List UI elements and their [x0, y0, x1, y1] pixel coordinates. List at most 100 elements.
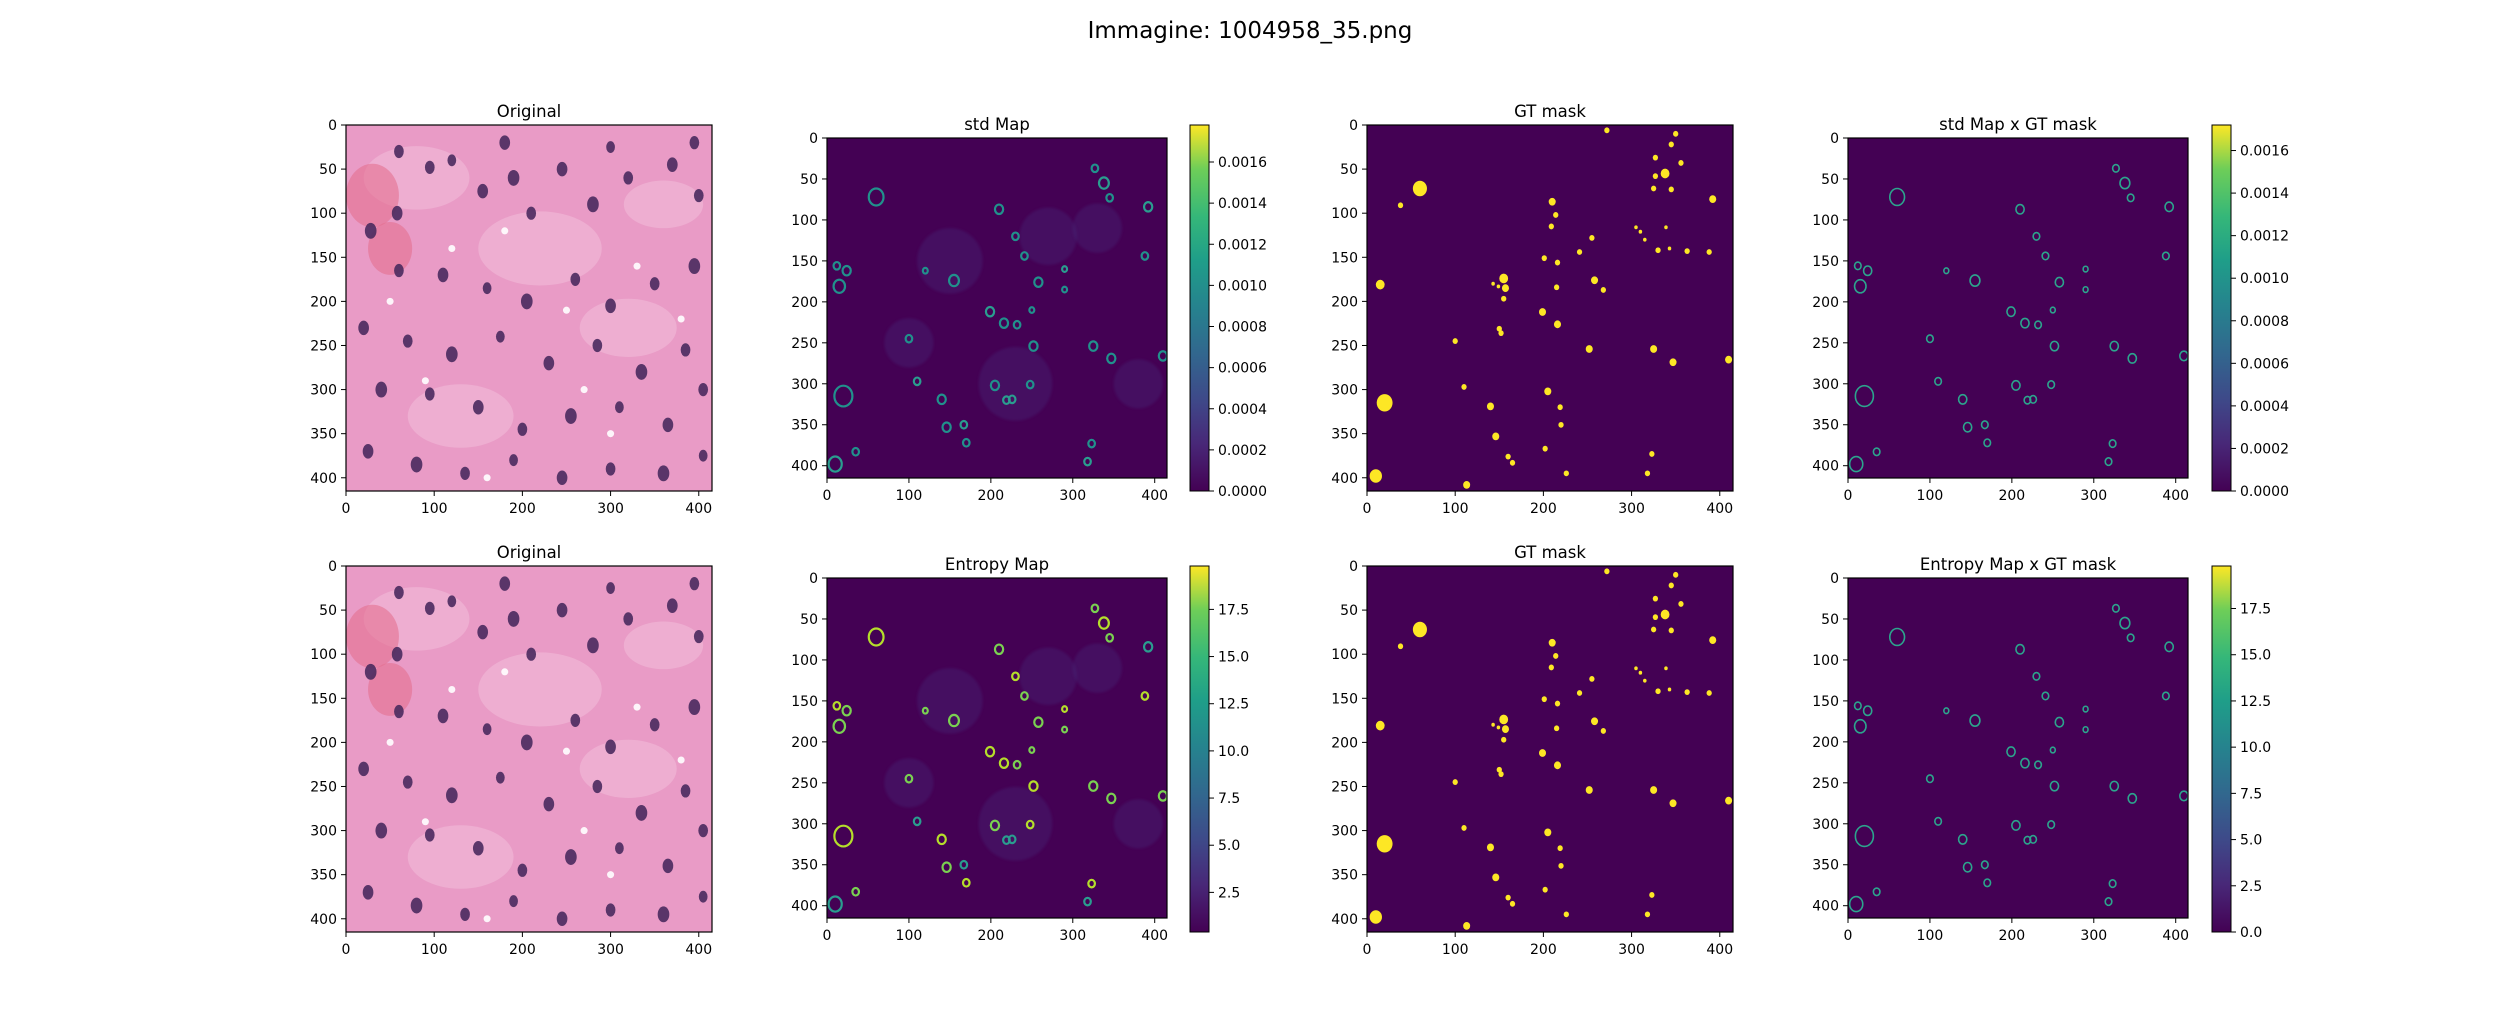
uncertainty-ring — [2054, 716, 2065, 728]
x-tick-label: 100 — [1442, 501, 1469, 517]
mask-blob — [1643, 678, 1647, 683]
uncertainty-ring — [1872, 447, 1881, 457]
he-nucleus — [635, 364, 648, 380]
mask-blob — [1563, 911, 1569, 918]
he-nucleus — [424, 601, 435, 615]
y-tick-label: 100 — [1812, 653, 1839, 669]
he-nucleus — [693, 188, 704, 203]
y-tick-label: 200 — [1331, 735, 1358, 751]
mask-blob — [1496, 284, 1501, 289]
uncertainty-ring — [1028, 306, 1036, 314]
he-nucleus — [570, 713, 581, 727]
y-tick-label: 0 — [809, 131, 818, 147]
uncertainty-ring — [2041, 251, 2050, 261]
stroma-patch — [407, 825, 514, 889]
uncertainty-ring — [904, 333, 914, 344]
x-tick-label: 0 — [1363, 501, 1372, 517]
y-tick-label: 350 — [310, 427, 337, 443]
he-nucleus — [556, 161, 568, 177]
he-nucleus — [635, 805, 648, 821]
rbc-patch — [346, 163, 399, 228]
uncertainty-ring — [1011, 231, 1020, 242]
diffuse-patch — [1072, 643, 1122, 693]
x-tick-label: 0 — [342, 942, 351, 958]
mask-blob — [1585, 786, 1593, 794]
he-nucleus — [526, 647, 537, 661]
mask-blob — [1375, 279, 1385, 290]
he-nucleus — [623, 171, 634, 185]
uncertainty-ring — [989, 819, 1001, 832]
mask-blob — [1492, 432, 1500, 441]
colorbar-tick-label: 0.0012 — [2240, 229, 2289, 245]
y-tick-label: 300 — [310, 383, 337, 399]
uncertainty-ring — [912, 816, 922, 827]
mask-blob — [1496, 766, 1502, 773]
mask-blob — [1544, 387, 1552, 396]
mask-blob — [1558, 862, 1564, 869]
stroma-patch — [478, 211, 602, 286]
uncertainty-ring — [2006, 746, 2016, 758]
mask-blob — [1553, 284, 1560, 291]
he-vacuole — [448, 244, 456, 252]
he-nucleus — [394, 704, 404, 719]
x-tick-label: 300 — [2080, 928, 2107, 944]
uncertainty-ring — [1853, 718, 1867, 734]
uncertainty-ring — [851, 886, 861, 897]
he-nucleus — [693, 629, 704, 644]
diffuse-patch — [1019, 647, 1077, 705]
uncertainty-ring — [867, 627, 885, 647]
stroma-patch — [579, 298, 677, 357]
uncertainty-ring — [1061, 705, 1069, 714]
uncertainty-ring — [2164, 201, 2175, 213]
he-nucleus — [587, 637, 599, 654]
mask-blob — [1496, 325, 1502, 332]
panel-r1c0: 0 100 200 300 400 0 50 100 150 200 250 300 350 400 Ori… — [310, 543, 713, 958]
colorbar-tick-label: 0.0000 — [2240, 484, 2289, 500]
uncertainty-ring — [2127, 352, 2138, 364]
mask-blob — [1553, 725, 1560, 732]
diffuse-patch — [1113, 359, 1163, 409]
he-nucleus — [543, 796, 555, 812]
mask-blob — [1684, 248, 1690, 255]
he-nucleus — [520, 734, 533, 751]
mask-blob — [1669, 799, 1677, 808]
suptitle: Immagine: 1004958_35.png — [1088, 18, 1413, 44]
uncertainty-ring — [947, 713, 961, 728]
colorbar-tick-label: 0.0008 — [1218, 320, 1267, 336]
uncertainty-ring — [1083, 456, 1092, 467]
colorbar-gradient — [2211, 124, 2232, 492]
mask-blob — [1412, 180, 1427, 197]
he-vacuole — [421, 377, 429, 385]
he-nucleus — [649, 277, 660, 291]
he-nucleus — [587, 196, 599, 213]
mask-blob — [1376, 835, 1393, 853]
he-nucleus — [424, 160, 435, 174]
mask-blob — [1461, 825, 1467, 831]
mask-blob — [1376, 394, 1393, 412]
mask-blob — [1505, 894, 1511, 901]
heatmap-background — [1367, 566, 1733, 932]
y-tick-label: 50 — [319, 603, 337, 619]
he-nucleus — [606, 582, 615, 595]
colorbar-tick-label: 12.5 — [2240, 694, 2271, 710]
he-nucleus — [482, 282, 492, 295]
mask-blob — [1452, 779, 1458, 785]
uncertainty-ring — [2109, 780, 2120, 792]
y-tick-label: 300 — [1331, 824, 1358, 840]
stroma-patch — [478, 652, 602, 727]
uncertainty-ring — [1033, 276, 1044, 289]
uncertainty-ring — [984, 305, 996, 318]
mask-blob — [1706, 690, 1712, 696]
uncertainty-ring — [998, 317, 1010, 329]
he-nucleus — [375, 822, 388, 839]
uncertainty-ring — [984, 745, 996, 758]
uncertainty-ring — [1097, 176, 1110, 190]
uncertainty-ring — [1848, 895, 1864, 913]
y-tick-label: 150 — [310, 250, 337, 266]
diffuse-patch — [978, 346, 1053, 421]
uncertainty-ring — [2049, 340, 2060, 352]
y-tick-label: 250 — [791, 776, 818, 792]
y-tick-label: 0 — [1830, 571, 1839, 587]
uncertainty-ring — [1853, 701, 1862, 711]
mask-blob — [1668, 186, 1674, 193]
